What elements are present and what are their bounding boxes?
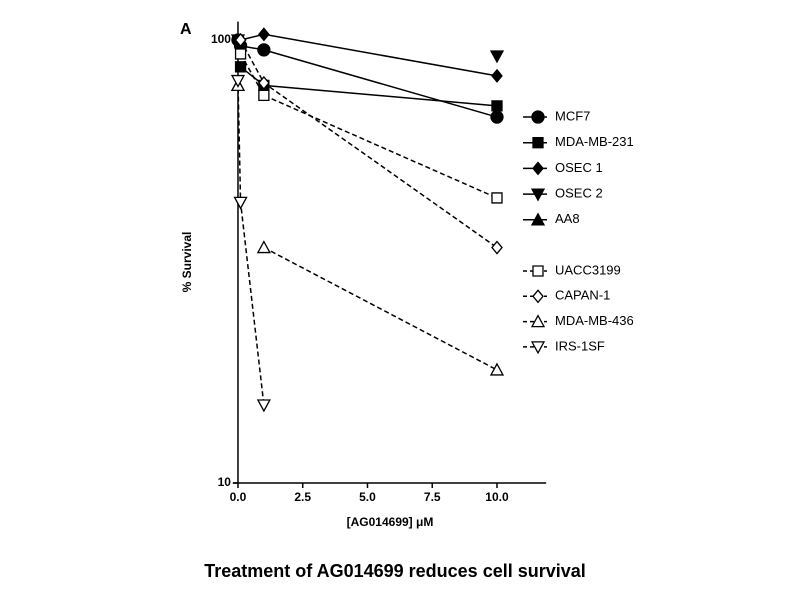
x-tick-label: 2.5	[294, 490, 311, 504]
data-point	[491, 68, 503, 83]
legend-label: AA8	[555, 211, 580, 226]
data-point	[256, 240, 271, 254]
data-point	[234, 32, 247, 48]
data-point	[258, 89, 270, 101]
series-line	[239, 53, 498, 199]
legend-marker	[530, 314, 546, 328]
y-tick-label: 10	[218, 475, 232, 489]
series-line	[240, 33, 498, 77]
data-point	[258, 75, 270, 90]
legend-label: MCF7	[555, 108, 590, 123]
legend-label: MDA-MB-231	[555, 134, 634, 149]
legend-label: IRS-1SF	[555, 338, 605, 353]
legend-label: OSEC 2	[555, 186, 603, 201]
legend-marker	[532, 161, 544, 176]
legend-marker	[532, 137, 544, 149]
data-point	[491, 240, 503, 255]
series-line	[237, 39, 498, 118]
legend-marker	[530, 341, 546, 355]
legend-label: UACC3199	[555, 262, 621, 277]
data-point	[257, 43, 271, 57]
x-tick-label: 0.0	[230, 490, 247, 504]
panel-label: A	[180, 21, 192, 38]
data-point	[489, 362, 505, 376]
legend-marker	[531, 110, 545, 124]
legend-marker	[532, 265, 544, 277]
legend-label: OSEC 1	[555, 160, 603, 175]
legend-marker	[532, 289, 544, 304]
legend-label: CAPAN-1	[555, 288, 610, 303]
data-point	[233, 196, 248, 210]
series-line	[239, 39, 498, 249]
series-line	[240, 66, 498, 107]
y-tick-label: 100	[211, 32, 231, 46]
data-point	[234, 48, 247, 60]
data-point	[489, 50, 505, 64]
data-point	[230, 74, 246, 88]
data-point	[256, 399, 271, 413]
data-point	[490, 110, 504, 124]
x-tick-label: 10.0	[485, 490, 509, 504]
legend-marker	[530, 188, 546, 202]
series-line	[237, 80, 265, 406]
x-tick-label: 7.5	[424, 490, 441, 504]
legend-marker	[530, 212, 546, 226]
caption: Treatment of AG014699 reduces cell survi…	[204, 561, 586, 581]
data-point	[258, 27, 270, 42]
data-point	[491, 192, 503, 204]
x-tick-label: 5.0	[359, 490, 376, 504]
y-axis-label: % Survival	[180, 232, 194, 293]
x-axis-label: [AG014699] μM	[347, 515, 434, 529]
legend-label: MDA-MB-436	[555, 313, 634, 328]
series-line	[263, 246, 498, 371]
data-point	[491, 100, 503, 112]
data-point	[234, 61, 247, 73]
